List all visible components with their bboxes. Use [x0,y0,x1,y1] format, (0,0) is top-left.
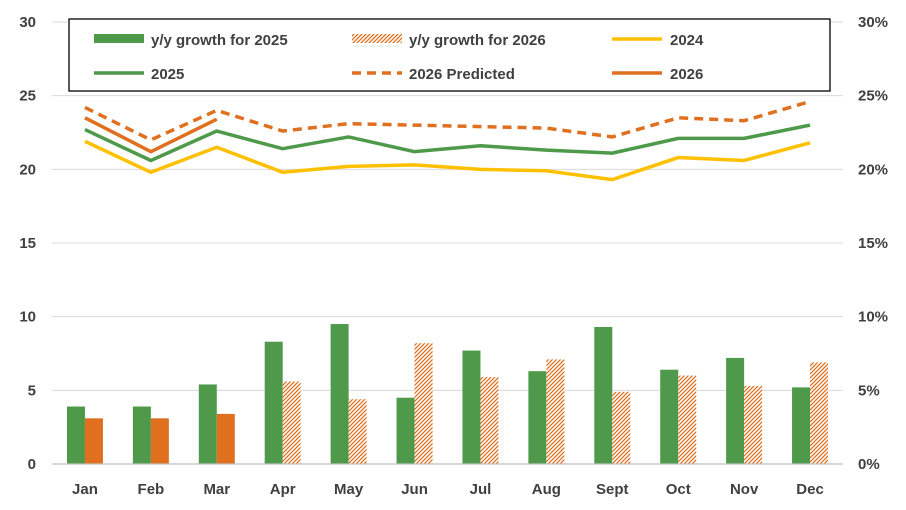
left-tick-label: 20 [19,161,36,178]
line-2026 [84,116,218,154]
legend-swatch-growth-2025 [94,34,144,43]
axes: 0 0% 5 5% 10 10% 15 15% 20 20% 25 25% 30 30% Jan Feb Mar… [19,14,888,498]
legend-label-growth-2025: y/y growth for 2025 [151,32,288,49]
bar-growth-2026-predicted [282,381,301,464]
x-tick-label: Nov [730,481,759,498]
bar-growth-2026 [216,413,235,464]
bar-growth-2025 [66,406,85,464]
right-tick-label: 30% [858,14,888,31]
bar-growth-2026-predicted [810,362,829,464]
bar-growth-2026-predicted [744,385,763,464]
left-tick-label: 10 [19,309,36,326]
bar-growth-2026-predicted [678,375,697,464]
bar-growth-2026-predicted [546,359,565,464]
x-tick-label: Jan [72,481,98,498]
right-tick-label: 5% [858,382,880,399]
bar-growth-2025 [330,324,349,464]
bar-growth-2025 [396,397,415,464]
left-tick-label: 25 [19,88,36,105]
bar-growth-2025 [462,350,481,464]
x-tick-label: Feb [138,481,165,498]
x-tick-label: Jun [401,481,428,498]
bar-growth-2026-predicted [414,343,433,464]
bar-growth-2025 [264,341,283,464]
legend-label-growth-2026: y/y growth for 2026 [409,32,546,49]
bar-growth-2025 [660,369,679,464]
line-2024 [84,139,811,182]
right-tick-label: 10% [858,309,888,326]
legend-label-2024: 2024 [670,32,704,49]
x-tick-label: Dec [796,481,824,498]
left-tick-label: 5 [28,382,36,399]
right-tick-label: 15% [858,235,888,252]
left-tick-label: 30 [19,14,36,31]
bar-growth-2025 [528,371,547,464]
x-tick-label: Sept [596,481,629,498]
legend-box [68,18,831,92]
bar-growth-2026-predicted [348,399,367,464]
legend-swatch-growth-2026 [352,34,402,43]
left-tick-label: 0 [28,456,36,473]
bar-growth-2025 [132,406,151,464]
line-2025 [84,123,811,163]
bar-growth-2025 [594,326,613,464]
right-tick-label: 0% [858,456,880,473]
right-tick-label: 25% [858,88,888,105]
lines [84,99,811,182]
left-tick-label: 15 [19,235,36,252]
line-2026-predicted [84,99,811,142]
legend: y/y growth for 2025 y/y growth for 2026 … [68,18,831,92]
bar-growth-2025 [198,384,217,464]
x-tick-label: Apr [270,481,296,498]
bar-growth-2025 [792,387,811,464]
x-tick-label: Jul [470,481,492,498]
x-tick-label: May [334,481,364,498]
legend-label-2026: 2026 [670,66,703,83]
right-tick-label: 20% [858,161,888,178]
x-tick-label: Aug [532,481,561,498]
bars [66,324,829,464]
bar-growth-2026-predicted [612,391,631,464]
x-tick-label: Mar [203,481,230,498]
bar-growth-2026 [84,418,103,464]
legend-label-2025: 2025 [151,66,184,83]
bar-growth-2026-predicted [480,377,499,464]
bar-growth-2025 [726,357,745,464]
legend-label-2026-predicted: 2026 Predicted [409,66,515,83]
x-tick-label: Oct [666,481,691,498]
bar-growth-2026 [150,418,169,464]
